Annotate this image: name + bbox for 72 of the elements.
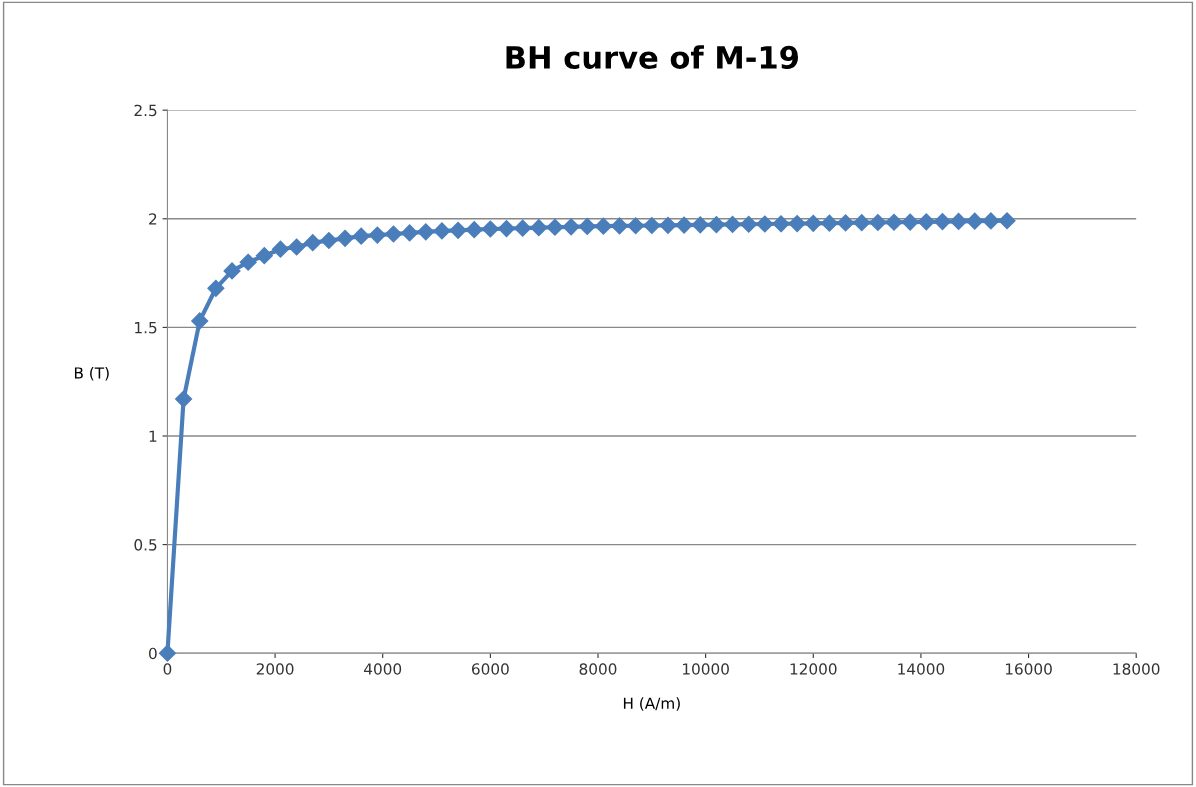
x-tick-label: 2000 [256, 663, 294, 675]
point [723, 215, 742, 233]
point [158, 644, 176, 662]
point [546, 218, 564, 236]
x-tick-label: 12000 [790, 663, 837, 675]
x-tick-label: 10000 [683, 663, 729, 675]
point [707, 216, 725, 234]
point [950, 212, 968, 230]
point [401, 224, 419, 242]
point [853, 214, 871, 232]
y-tick-label: 0 [149, 647, 157, 660]
y-axis-title: B (T) [74, 366, 109, 381]
x-tick-label: 6000 [471, 663, 509, 675]
point [384, 225, 403, 243]
point [271, 240, 290, 258]
point [497, 220, 516, 238]
x-tick-label: 0 [163, 663, 172, 675]
point [223, 262, 241, 280]
point [627, 217, 645, 235]
point [740, 215, 758, 233]
point [804, 214, 822, 232]
point [465, 221, 483, 239]
point [659, 216, 677, 234]
point [643, 216, 661, 235]
point [982, 212, 1000, 230]
point [820, 214, 838, 232]
y-tick-label: 1 [149, 430, 157, 442]
point [481, 220, 499, 238]
point [255, 247, 273, 265]
x-tick-label: 8000 [579, 663, 617, 675]
x-tick-label: 4000 [364, 663, 402, 675]
point [239, 253, 257, 271]
point [207, 279, 225, 297]
point [691, 216, 709, 234]
x-tick-label: 18000 [1113, 663, 1160, 675]
point [562, 218, 580, 236]
x-tick-label: 14000 [898, 663, 945, 675]
point [320, 231, 338, 250]
y-tick-label: 0.5 [134, 539, 157, 551]
point [288, 238, 306, 256]
y-tick-label: 2 [149, 213, 157, 225]
x-axis-title: H (A/m) [623, 697, 680, 711]
point [901, 213, 919, 231]
point [610, 217, 629, 235]
point [594, 217, 612, 235]
y-tick-label: 2.5 [134, 104, 157, 117]
x-tick-label: 16000 [1005, 663, 1052, 675]
chart-title: BH curve of M-19 [506, 45, 798, 69]
point [578, 217, 596, 235]
point [417, 223, 435, 241]
point [352, 227, 370, 245]
point [885, 213, 903, 231]
point [998, 212, 1016, 230]
point [675, 216, 693, 234]
point [175, 390, 193, 408]
point [869, 213, 887, 232]
point [788, 215, 806, 233]
point [530, 219, 548, 237]
point [336, 229, 354, 247]
point [191, 312, 209, 330]
point [772, 215, 790, 233]
point [966, 212, 984, 230]
point [933, 213, 952, 231]
point [917, 213, 935, 231]
point [433, 222, 451, 240]
point [449, 221, 467, 239]
point [304, 234, 322, 252]
point [756, 215, 774, 233]
point [837, 214, 855, 232]
point [514, 219, 532, 237]
point [368, 226, 386, 244]
y-tick-label: 1.5 [135, 322, 157, 334]
